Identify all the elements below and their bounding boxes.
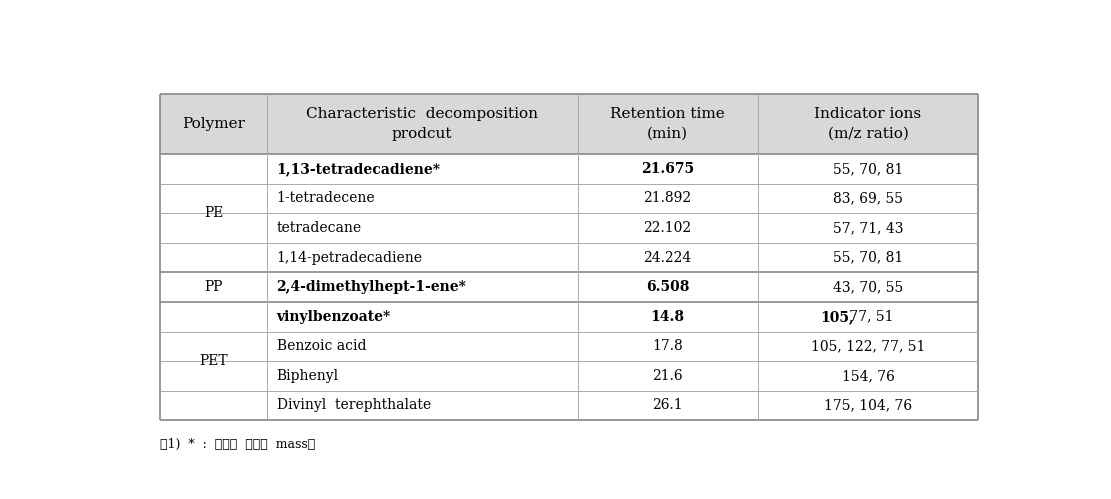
Text: 14.8: 14.8 [651, 310, 684, 324]
Text: Indicator ions
(m/z ratio): Indicator ions (m/z ratio) [814, 107, 921, 141]
Text: 154, 76: 154, 76 [841, 369, 894, 383]
Text: 17.8: 17.8 [652, 339, 683, 353]
Text: PET: PET [199, 354, 228, 368]
Text: 1-tetradecene: 1-tetradecene [277, 192, 376, 206]
Text: 55, 70, 81: 55, 70, 81 [833, 250, 903, 264]
Text: 105,: 105, [821, 310, 854, 324]
Text: 1,14-petradecadiene: 1,14-petradecadiene [277, 250, 422, 264]
Text: 175, 104, 76: 175, 104, 76 [824, 399, 912, 413]
Text: 6.508: 6.508 [645, 280, 689, 294]
Text: Characteristic  decomposition
prodcut: Characteristic decomposition prodcut [307, 107, 538, 141]
Text: 21.892: 21.892 [643, 192, 692, 206]
Text: PP: PP [204, 280, 223, 294]
Text: Benzoic acid: Benzoic acid [277, 339, 366, 353]
Text: Divinyl  terephthalate: Divinyl terephthalate [277, 399, 431, 413]
Text: 55, 70, 81: 55, 70, 81 [833, 162, 903, 176]
Text: 26.1: 26.1 [652, 399, 683, 413]
Text: Retention time
(min): Retention time (min) [610, 107, 724, 141]
Text: Biphenyl: Biphenyl [277, 369, 339, 383]
Text: 22.102: 22.102 [643, 221, 692, 235]
Text: 83, 69, 55: 83, 69, 55 [833, 192, 903, 206]
Text: PE: PE [204, 206, 223, 220]
Text: Polymer: Polymer [182, 117, 246, 131]
Text: 21.6: 21.6 [652, 369, 683, 383]
Text: 77, 51: 77, 51 [844, 310, 893, 324]
Bar [160, 94, 979, 154]
Text: 주1)  *  :  정량에  사용된  mass값: 주1) * : 정량에 사용된 mass값 [160, 438, 316, 451]
Text: 2,4-dimethylhept-1-ene*: 2,4-dimethylhept-1-ene* [277, 280, 467, 294]
Text: 57, 71, 43: 57, 71, 43 [833, 221, 903, 235]
Text: 24.224: 24.224 [643, 250, 692, 264]
Text: 21.675: 21.675 [641, 162, 694, 176]
Text: tetradecane: tetradecane [277, 221, 362, 235]
Text: 105, 122, 77, 51: 105, 122, 77, 51 [811, 339, 925, 353]
Text: vinylbenzoate*: vinylbenzoate* [277, 310, 391, 324]
Text: 43, 70, 55: 43, 70, 55 [833, 280, 903, 294]
Text: 105, 77, 51: 105, 77, 51 [829, 310, 908, 324]
Bar [160, 154, 979, 420]
Text: 1,13-tetradecadiene*: 1,13-tetradecadiene* [277, 162, 441, 176]
